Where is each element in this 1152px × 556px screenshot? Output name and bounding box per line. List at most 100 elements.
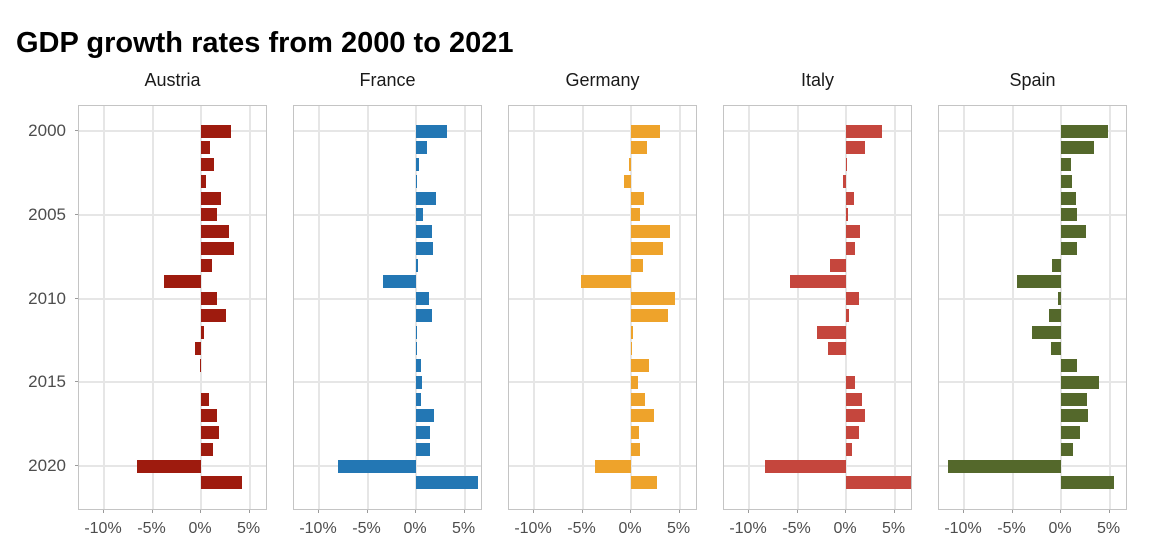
bar-france-2007 — [416, 241, 434, 255]
gridline-year-2010 — [509, 297, 696, 300]
bar-austria-2014 — [200, 359, 202, 372]
x-axis-tick-mark — [103, 510, 104, 513]
bar-austria-2003 — [201, 174, 206, 188]
bar-france-2005 — [416, 208, 423, 222]
gridline-x-5 — [1108, 106, 1111, 509]
bar-italy-2013 — [827, 342, 846, 356]
bar-spain-2010 — [1058, 292, 1061, 305]
gridline-year-2010 — [294, 297, 481, 300]
bar-germany-2020 — [595, 459, 631, 473]
bar-germany-2010 — [631, 292, 675, 305]
gridline-year-2005 — [79, 213, 266, 216]
x-axis-tick-label: 0% — [618, 520, 642, 537]
x-axis-tick-mark — [630, 510, 631, 513]
bar-france-2018 — [416, 426, 430, 439]
bar-germany-2009 — [580, 275, 631, 289]
x-axis-tick-label: 5% — [666, 520, 691, 537]
bar-france-2015 — [416, 375, 422, 389]
y-axis-tick-mark — [75, 381, 78, 383]
bar-germany-2003 — [624, 174, 631, 188]
bar-france-2010 — [416, 292, 429, 305]
bar-france-2000 — [416, 124, 448, 138]
x-axis-tick-mark — [893, 510, 895, 513]
bar-italy-2011 — [846, 308, 849, 322]
bar-france-2021 — [416, 476, 479, 490]
y-axis-tick-mark — [75, 297, 78, 299]
gridline-x-5 — [248, 106, 251, 509]
y-axis-tick-mark — [75, 130, 78, 131]
bar-austria-2006 — [201, 225, 230, 238]
x-axis-tick-mark — [1060, 510, 1061, 513]
bar-spain-2005 — [1061, 208, 1078, 222]
bar-france-2008 — [416, 258, 418, 272]
bar-spain-2001 — [1061, 141, 1094, 155]
bar-germany-2014 — [631, 359, 650, 372]
bar-germany-2021 — [631, 476, 658, 490]
x-axis-tick-mark — [1108, 510, 1110, 513]
gridline-year-2010 — [79, 297, 266, 300]
bar-italy-2010 — [846, 292, 859, 305]
gridline-x--5 — [581, 106, 584, 509]
bar-germany-2006 — [631, 225, 670, 238]
bar-spain-2007 — [1061, 241, 1077, 255]
bar-spain-2018 — [1061, 426, 1081, 439]
gridline-x-0 — [1060, 106, 1062, 509]
x-axis-tick-mark — [533, 510, 534, 513]
facet-title-germany: Germany — [565, 70, 640, 90]
x-axis-tick-mark — [581, 510, 583, 513]
y-axis-tick-label: 2015 — [28, 372, 66, 392]
bar-germany-2002 — [629, 158, 631, 171]
gridline-year-2005 — [509, 213, 696, 216]
bar-germany-2019 — [631, 442, 640, 456]
bar-germany-2000 — [631, 124, 661, 138]
x-axis-tick-label: -5% — [782, 520, 811, 537]
x-axis-tick-mark — [200, 510, 201, 513]
bar-france-2012 — [416, 325, 417, 339]
gridline-year-2010 — [939, 297, 1126, 300]
bar-austria-2002 — [201, 158, 214, 171]
bar-germany-2001 — [631, 141, 647, 155]
bar-france-2014 — [416, 359, 421, 372]
bar-austria-2007 — [201, 241, 234, 255]
y-axis-tick-mark — [75, 213, 78, 215]
x-axis-tick-label: -10% — [729, 520, 767, 537]
bar-germany-2016 — [631, 392, 645, 406]
panel-italy — [723, 105, 912, 510]
facet-title-italy: Italy — [800, 70, 834, 90]
bar-spain-2002 — [1061, 158, 1071, 171]
bar-spain-2014 — [1061, 359, 1077, 372]
x-axis-tick-mark — [463, 510, 465, 513]
bar-france-2016 — [416, 392, 421, 406]
gridline-year-2000 — [939, 130, 1126, 132]
bar-austria-2020 — [136, 459, 201, 473]
bar-italy-2018 — [846, 426, 859, 439]
bar-germany-2012 — [631, 325, 633, 339]
bar-austria-2008 — [201, 258, 212, 272]
bar-austria-2011 — [201, 308, 227, 322]
bar-germany-2005 — [631, 208, 640, 222]
bar-italy-2007 — [846, 241, 855, 255]
x-axis-tick-label: -5% — [567, 520, 596, 537]
bar-spain-2019 — [1061, 442, 1073, 456]
gridline-x--5 — [796, 106, 799, 509]
gridline-year-2000 — [509, 130, 696, 132]
bar-germany-2013 — [631, 342, 632, 356]
bar-spain-2021 — [1061, 476, 1115, 490]
bar-italy-2019 — [846, 442, 852, 456]
x-axis-tick-mark — [1011, 510, 1013, 513]
bar-italy-2012 — [816, 325, 846, 339]
x-axis-tick-mark — [415, 510, 416, 513]
bar-spain-2004 — [1061, 191, 1076, 205]
bar-spain-2016 — [1061, 392, 1088, 406]
gridline-x-0 — [845, 106, 847, 509]
bar-italy-2015 — [846, 375, 855, 389]
x-axis-tick-label: 5% — [881, 520, 906, 537]
gridline-year-2015 — [939, 381, 1126, 384]
gridline-x--10 — [748, 106, 750, 509]
gridline-x-5 — [463, 106, 466, 509]
bar-austria-2013 — [195, 342, 201, 356]
bar-spain-2006 — [1061, 225, 1087, 238]
bar-spain-2012 — [1031, 325, 1061, 339]
gridline-x--10 — [318, 106, 320, 509]
bar-spain-2013 — [1051, 342, 1061, 356]
